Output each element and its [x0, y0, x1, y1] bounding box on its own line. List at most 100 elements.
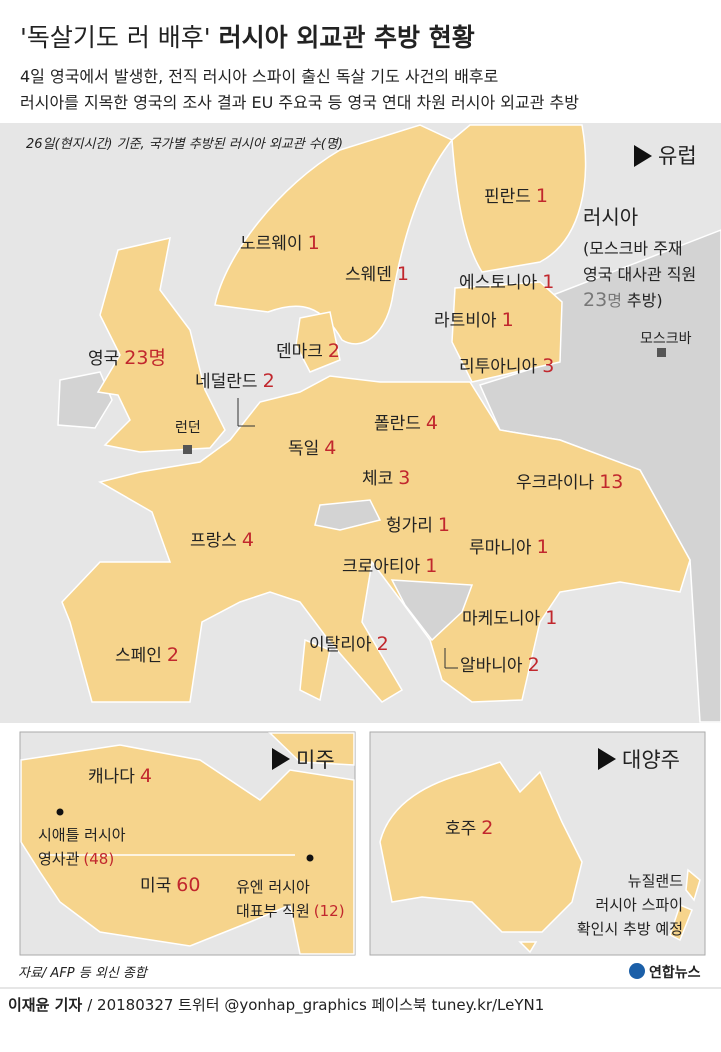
region-label: 대양주: [622, 748, 680, 772]
country-name: 네덜란드: [195, 372, 258, 392]
country-count: 1: [425, 555, 437, 577]
country-name: 덴마크: [276, 342, 323, 362]
country-name: 핀란드: [484, 187, 531, 207]
country-label: 네덜란드 2: [195, 370, 275, 392]
logo: 연합뉴스: [649, 964, 701, 981]
country-count: 2: [263, 370, 275, 392]
country-label: 프랑스 4: [190, 529, 254, 551]
denmark: [295, 311, 341, 373]
title-main: 러시아 외교관 추방 현황: [219, 23, 475, 52]
russia-unit: 명: [607, 291, 622, 310]
country-name: 라트비아: [434, 311, 497, 331]
country-count: 4: [242, 529, 254, 551]
country-count: 1: [438, 514, 450, 536]
country-label: 캐나다 4: [88, 765, 152, 787]
oceania-panel: [369, 731, 706, 956]
country-name: 이탈리아: [309, 635, 372, 655]
country-name: 캐나다: [88, 767, 135, 787]
region-marker: [634, 145, 652, 167]
country-label: 리투아니아 3: [459, 355, 554, 377]
country-count: 1: [502, 309, 514, 331]
country-label: 크로아티아 1: [342, 555, 437, 577]
country-count: 23: [124, 347, 148, 369]
country-name: 헝가리: [386, 516, 433, 536]
ireland-land: [57, 371, 113, 429]
country-name: 독일: [288, 439, 319, 459]
country-name: 폴란드: [374, 414, 421, 434]
country-labels: 호주 2: [445, 817, 493, 839]
americas-panel: [19, 731, 356, 956]
country-name: 에스토니아: [459, 273, 538, 293]
country-name: 크로아티아: [342, 557, 421, 577]
country-name: 미국: [140, 876, 171, 896]
russia-name: 러시아: [583, 205, 638, 229]
country-label: 이탈리아 2: [309, 633, 389, 655]
note-line: 확인시 추방 예정: [577, 920, 683, 938]
country-count: 1: [537, 536, 549, 558]
country-count: 1: [545, 607, 557, 629]
city-label: 모스크바: [640, 331, 692, 347]
russia-line: 영국 대사관 직원: [583, 265, 696, 284]
country-count: 4: [324, 437, 336, 459]
note-count: (12): [314, 902, 345, 920]
note-line: 대표부 직원 (12): [236, 902, 345, 920]
city-marker: [56, 808, 64, 816]
russia-line: (모스크바 주재: [583, 239, 683, 258]
country-count: 13: [599, 471, 623, 493]
country-label: 스웨덴 1: [345, 263, 409, 285]
country-label: 덴마크 2: [276, 340, 340, 362]
author: 이재윤 기자: [8, 996, 82, 1014]
country-label: 핀란드 1: [484, 185, 548, 207]
country-count: 1: [308, 232, 320, 254]
country-label: 노르웨이 1: [240, 232, 320, 254]
country-name: 호주: [445, 819, 476, 839]
credit-text: / 20180327 트위터 @yonhap_graphics 페이스북 tun…: [87, 996, 544, 1015]
title: '독살기도 러 배후' 러시아 외교관 추방 현황: [20, 23, 475, 52]
country-name: 체코: [362, 469, 393, 489]
region-marker: [272, 748, 290, 770]
country-count: 3: [398, 467, 410, 489]
region-label: 미주: [296, 748, 335, 772]
city-marker: [183, 445, 192, 454]
alps-land: [314, 499, 382, 531]
continent: [61, 375, 691, 703]
country-name: 스웨덴: [345, 265, 392, 285]
country-name: 노르웨이: [240, 234, 303, 254]
subtitle-line: 4일 영국에서 발생한, 전직 러시아 스파이 출신 독살 기도 사건의 배후로: [20, 67, 498, 86]
country-label: 미국 60: [140, 874, 200, 896]
country-count: 1: [542, 271, 554, 293]
note-line: 유엔 러시아: [236, 878, 310, 896]
country-label: 폴란드 4: [374, 412, 438, 434]
country-count: 4: [140, 765, 152, 787]
title-quote: '독살기도 러 배후': [20, 23, 211, 52]
country-count: 2: [481, 817, 493, 839]
russia-tail: 추방): [627, 291, 663, 310]
logo-mark: [629, 963, 645, 979]
country-count: 4: [426, 412, 438, 434]
region-label: 유럽: [658, 144, 697, 168]
country-count: 2: [328, 340, 340, 362]
country-label: 라트비아 1: [434, 309, 514, 331]
country-label: 루마니아 1: [469, 536, 549, 558]
uk: [96, 237, 226, 453]
note-text: 영사관: [38, 850, 80, 868]
map-note: 26일(현지시간) 기준, 국가별 추방된 러시아 외교관 수(명): [26, 137, 343, 152]
country-name: 우크라이나: [516, 473, 595, 493]
sardinia: [299, 638, 331, 702]
country-count: 1: [536, 185, 548, 207]
north-america: [20, 744, 355, 955]
subtitle-line: 러시아를 지목한 영국의 조사 결과 EU 주요국 등 영국 연대 차원 러시아…: [20, 93, 579, 112]
greenland: [268, 732, 355, 766]
new-zealand: [669, 868, 701, 942]
country-label: 알바니아 2: [460, 654, 540, 676]
country-label: 독일 4: [288, 437, 336, 459]
note-count: (48): [83, 850, 114, 868]
country-count: 2: [528, 654, 540, 676]
tasmania: [518, 941, 538, 954]
baltics: [451, 281, 563, 383]
country-label: 에스토니아 1: [459, 271, 554, 293]
country-name: 영국: [88, 349, 119, 369]
